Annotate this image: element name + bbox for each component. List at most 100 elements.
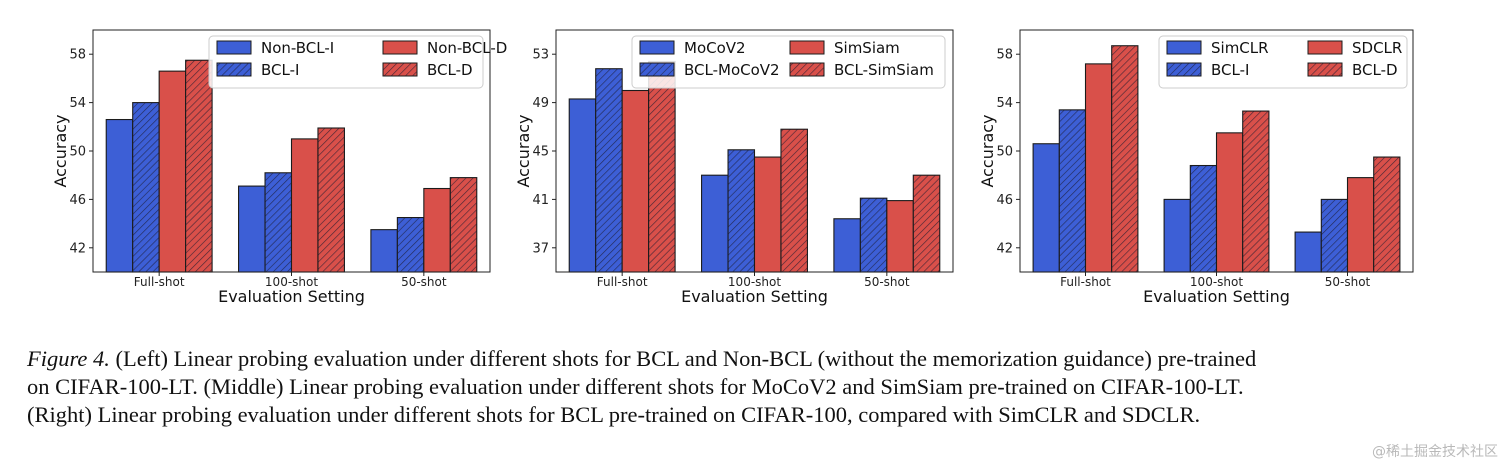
- bar-hatch: [397, 217, 424, 272]
- bar: [1215, 132, 1244, 273]
- legend-swatch: [789, 40, 825, 55]
- y-tick-label: 58: [69, 48, 86, 63]
- bar: [423, 187, 451, 273]
- legend-label: SimSiam: [834, 39, 900, 57]
- bar-hatch: [913, 175, 940, 272]
- bar: [290, 138, 319, 273]
- bar-hatch: [1111, 45, 1138, 273]
- caption-line-2: on CIFAR-100-LT. (Middle) Linear probing…: [27, 374, 1244, 399]
- legend-swatch-hatch: [640, 63, 674, 76]
- legend-label: SDCLR: [1352, 39, 1402, 57]
- legend-swatch: [1166, 40, 1202, 55]
- y-axis-label: Accuracy: [978, 114, 997, 187]
- figure-caption: Figure 4. (Left) Linear probing evaluati…: [27, 345, 1497, 429]
- bar-hatch: [728, 149, 755, 272]
- bar: [753, 156, 782, 273]
- bar-hatch: [780, 129, 808, 272]
- legend: [631, 35, 946, 89]
- legend-label: BCL-D: [427, 61, 473, 79]
- bar: [1163, 198, 1191, 273]
- bar: [1084, 63, 1113, 273]
- legend-swatch-hatch: [1308, 63, 1342, 76]
- y-axis-label: Accuracy: [51, 114, 70, 187]
- caption-line-3: (Right) Linear probing evaluation under …: [27, 402, 1201, 427]
- y-tick-label: 42: [69, 241, 86, 256]
- bar: [105, 118, 134, 273]
- legend-label: Non-BCL-D: [427, 39, 507, 57]
- caption-line-1: Figure 4. (Left) Linear probing evaluati…: [27, 345, 1497, 373]
- chart-3: 42 46 50 54 58 Full-shot 100-shot 50-shot Evalua…: [978, 29, 1414, 306]
- bar: [370, 229, 398, 273]
- x-axis-label: Evaluation Setting: [218, 287, 365, 306]
- y-tick-label: 41: [532, 193, 549, 208]
- y-tick-label: 46: [996, 193, 1013, 208]
- legend-swatch-hatch: [1167, 63, 1201, 76]
- x-tick-label: Full-shot: [597, 275, 648, 289]
- x-tick-label: Full-shot: [1060, 275, 1111, 289]
- y-tick-label: 58: [996, 48, 1013, 63]
- bar-hatch: [185, 60, 213, 272]
- bar-hatch: [317, 128, 345, 272]
- bar: [621, 89, 650, 273]
- y-tick-label: 45: [532, 145, 549, 160]
- y-tick-label: 50: [69, 145, 86, 160]
- watermark: @稀土掘金技术社区: [1372, 444, 1498, 460]
- legend: [1158, 35, 1408, 89]
- legend-label: BCL-MoCoV2: [684, 61, 780, 79]
- legend-label: BCL-D: [1352, 61, 1398, 79]
- legend-swatch-hatch: [790, 63, 824, 76]
- bar: [701, 174, 729, 273]
- bar-hatch: [450, 177, 477, 272]
- legend-label: BCL-I: [1211, 61, 1249, 79]
- x-tick-label: Full-shot: [134, 275, 185, 289]
- y-tick-label: 49: [532, 96, 549, 111]
- x-tick-label: 50-shot: [1325, 275, 1371, 289]
- legend-swatch-hatch: [383, 63, 417, 76]
- x-tick-label: 50-shot: [864, 275, 910, 289]
- bar: [1032, 143, 1060, 273]
- x-axis-label: Evaluation Setting: [1143, 287, 1290, 306]
- bar: [238, 185, 266, 273]
- charts-area: 42 46 50 54 58 Full-shot 100-shot 50-shot Evalua…: [51, 29, 1414, 306]
- chart-1: 42 46 50 54 58 Full-shot 100-shot 50-shot Evalua…: [51, 29, 507, 306]
- legend-swatch: [382, 40, 418, 55]
- y-axis-label: Accuracy: [514, 114, 533, 187]
- x-tick-label: 100-shot: [1190, 275, 1243, 289]
- bar-hatch: [1190, 165, 1217, 272]
- x-tick-label: 100-shot: [265, 275, 318, 289]
- y-tick-label: 54: [996, 96, 1013, 111]
- y-tick-label: 42: [996, 241, 1013, 256]
- x-tick-label: 50-shot: [401, 275, 447, 289]
- bar: [158, 70, 187, 273]
- bar-hatch: [1373, 157, 1400, 272]
- bar: [886, 200, 914, 273]
- bar-hatch: [1059, 109, 1086, 272]
- legend-label: BCL-SimSiam: [834, 61, 934, 79]
- bar-hatch: [648, 61, 676, 273]
- legend-swatch: [216, 40, 252, 55]
- x-tick-label: 100-shot: [728, 275, 781, 289]
- legend-label: SimCLR: [1211, 39, 1269, 57]
- bar-hatch: [595, 68, 623, 272]
- legend-label: Non-BCL-I: [261, 39, 334, 57]
- legend-swatch: [1307, 40, 1343, 55]
- y-tick-label: 50: [996, 145, 1013, 160]
- legend-label: MoCoV2: [684, 39, 746, 57]
- x-axis-label: Evaluation Setting: [681, 287, 828, 306]
- y-tick-label: 37: [532, 241, 549, 256]
- chart-2: 37 41 45 49 53 Full-shot 100-shot 50-shot Evalua…: [514, 29, 954, 306]
- bar: [833, 218, 861, 273]
- y-tick-label: 53: [532, 48, 549, 63]
- bar-hatch: [1321, 199, 1348, 272]
- bar: [568, 98, 597, 273]
- caption-text-1: (Left) Linear probing evaluation under d…: [109, 346, 1257, 371]
- bar-hatch: [132, 102, 160, 272]
- caption-label: Figure 4.: [27, 346, 110, 371]
- y-tick-label: 46: [69, 193, 86, 208]
- bar: [1294, 231, 1322, 273]
- bar: [1346, 177, 1375, 273]
- bar-hatch: [860, 198, 887, 272]
- legend-swatch: [639, 40, 675, 55]
- legend-label: BCL-I: [261, 61, 299, 79]
